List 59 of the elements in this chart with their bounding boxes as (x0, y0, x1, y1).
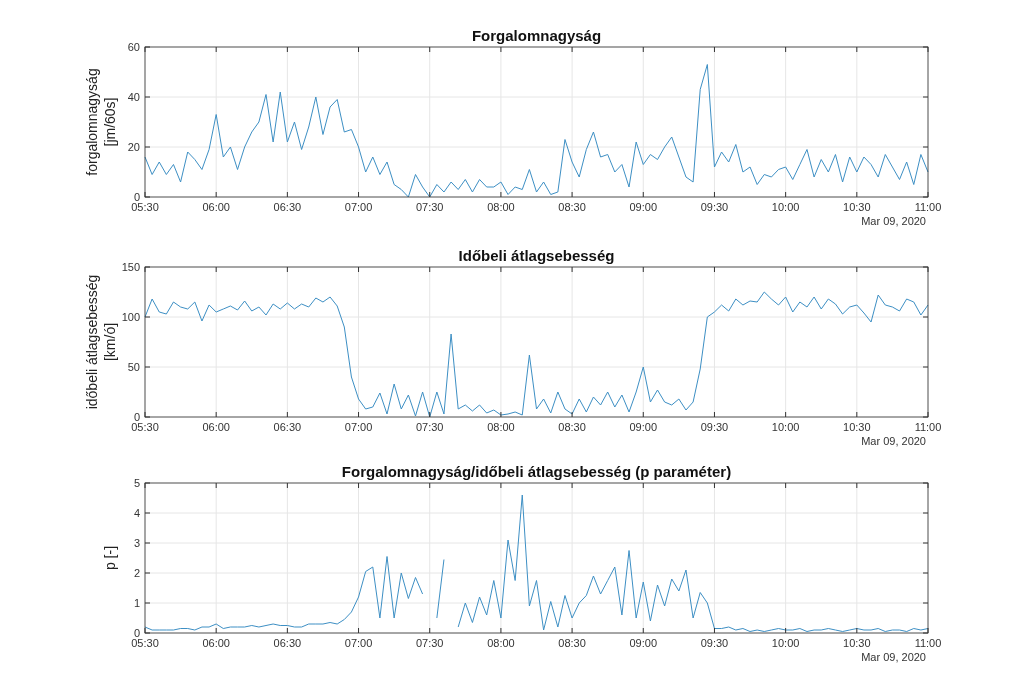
x-tick-label: 10:30 (843, 637, 871, 649)
x-tick-label: 08:00 (487, 201, 515, 213)
x-tick-label: 09:30 (700, 421, 729, 433)
x-tick-label: 11:00 (914, 637, 942, 649)
x-tick-label: 11:00 (914, 201, 942, 213)
text: Mar 09, 2020 (861, 651, 926, 663)
x-tick-label: 06:00 (202, 421, 230, 433)
y-tick-label: 4 (133, 507, 140, 519)
x-tick-label: 05:30 (131, 637, 159, 649)
x-tick-label: 09:00 (629, 421, 658, 433)
x-tick-label: 10:00 (771, 201, 800, 213)
y-tick-label: 1 (133, 597, 140, 609)
x-tick-label: 08:00 (487, 637, 515, 649)
text: Mar 09, 2020 (861, 215, 926, 227)
chart-title: Forgalomnagyság/időbeli átlagsebesség (p paraméter) (341, 463, 732, 480)
x-tick-label: 10:00 (771, 637, 800, 649)
x-tick-label: 07:30 (415, 637, 444, 649)
chart-title: Forgalomnagyság (471, 27, 602, 44)
x-tick-label: 10:30 (843, 421, 871, 433)
x-tick-label: 06:30 (273, 201, 302, 213)
x-tick-label: 08:30 (558, 637, 586, 649)
x-tick-label: 10:30 (843, 201, 871, 213)
x-tick-label: 06:00 (202, 637, 230, 649)
x-tick-label: 08:30 (558, 421, 586, 433)
x-tick-label: 06:30 (273, 637, 302, 649)
x-tick-label: 09:30 (700, 201, 729, 213)
x-tick-label: 07:30 (415, 201, 444, 213)
x-tick-label: 08:00 (487, 421, 515, 433)
y-tick-label: 50 (127, 361, 140, 373)
x-tick-label: 11:00 (914, 421, 942, 433)
x-tick-label: 07:00 (344, 201, 373, 213)
y-tick-label: 2 (133, 567, 140, 579)
y-tick-label: 5 (133, 477, 140, 489)
y-axis-title: időbeli átlagsebesség [km/ó] (84, 274, 118, 410)
y-tick-label: 20 (127, 141, 140, 153)
y-tick-label: 100 (121, 311, 140, 323)
y-tick-label: 0 (133, 191, 140, 203)
y-tick-label: 3 (133, 537, 140, 549)
x-tick-label: 10:00 (771, 421, 800, 433)
x-tick-label: 05:30 (131, 201, 159, 213)
x-tick-label: 09:00 (629, 637, 658, 649)
x-tick-label: 07:00 (344, 637, 373, 649)
x-tick-label: 09:00 (629, 201, 658, 213)
y-tick-label: 150 (121, 261, 140, 273)
chart-title: Időbeli átlagsebesség (458, 247, 615, 264)
x-tick-label: 06:30 (273, 421, 302, 433)
x-tick-label: 07:30 (415, 421, 444, 433)
y-axis-title: forgalomnagyság [jm/60s] (84, 68, 118, 176)
y-tick-label: 0 (133, 627, 140, 639)
text: Mar 09, 2020 (861, 435, 926, 447)
x-tick-label: 08:30 (558, 201, 586, 213)
x-tick-label: 05:30 (131, 421, 159, 433)
x-tick-label: 06:00 (202, 201, 230, 213)
x-tick-label: 09:30 (700, 637, 729, 649)
x-tick-label: 07:00 (344, 421, 373, 433)
y-tick-label: 60 (127, 41, 140, 53)
y-axis-title: p [-] (102, 545, 118, 571)
y-tick-label: 0 (133, 411, 140, 423)
y-tick-label: 40 (127, 91, 140, 103)
